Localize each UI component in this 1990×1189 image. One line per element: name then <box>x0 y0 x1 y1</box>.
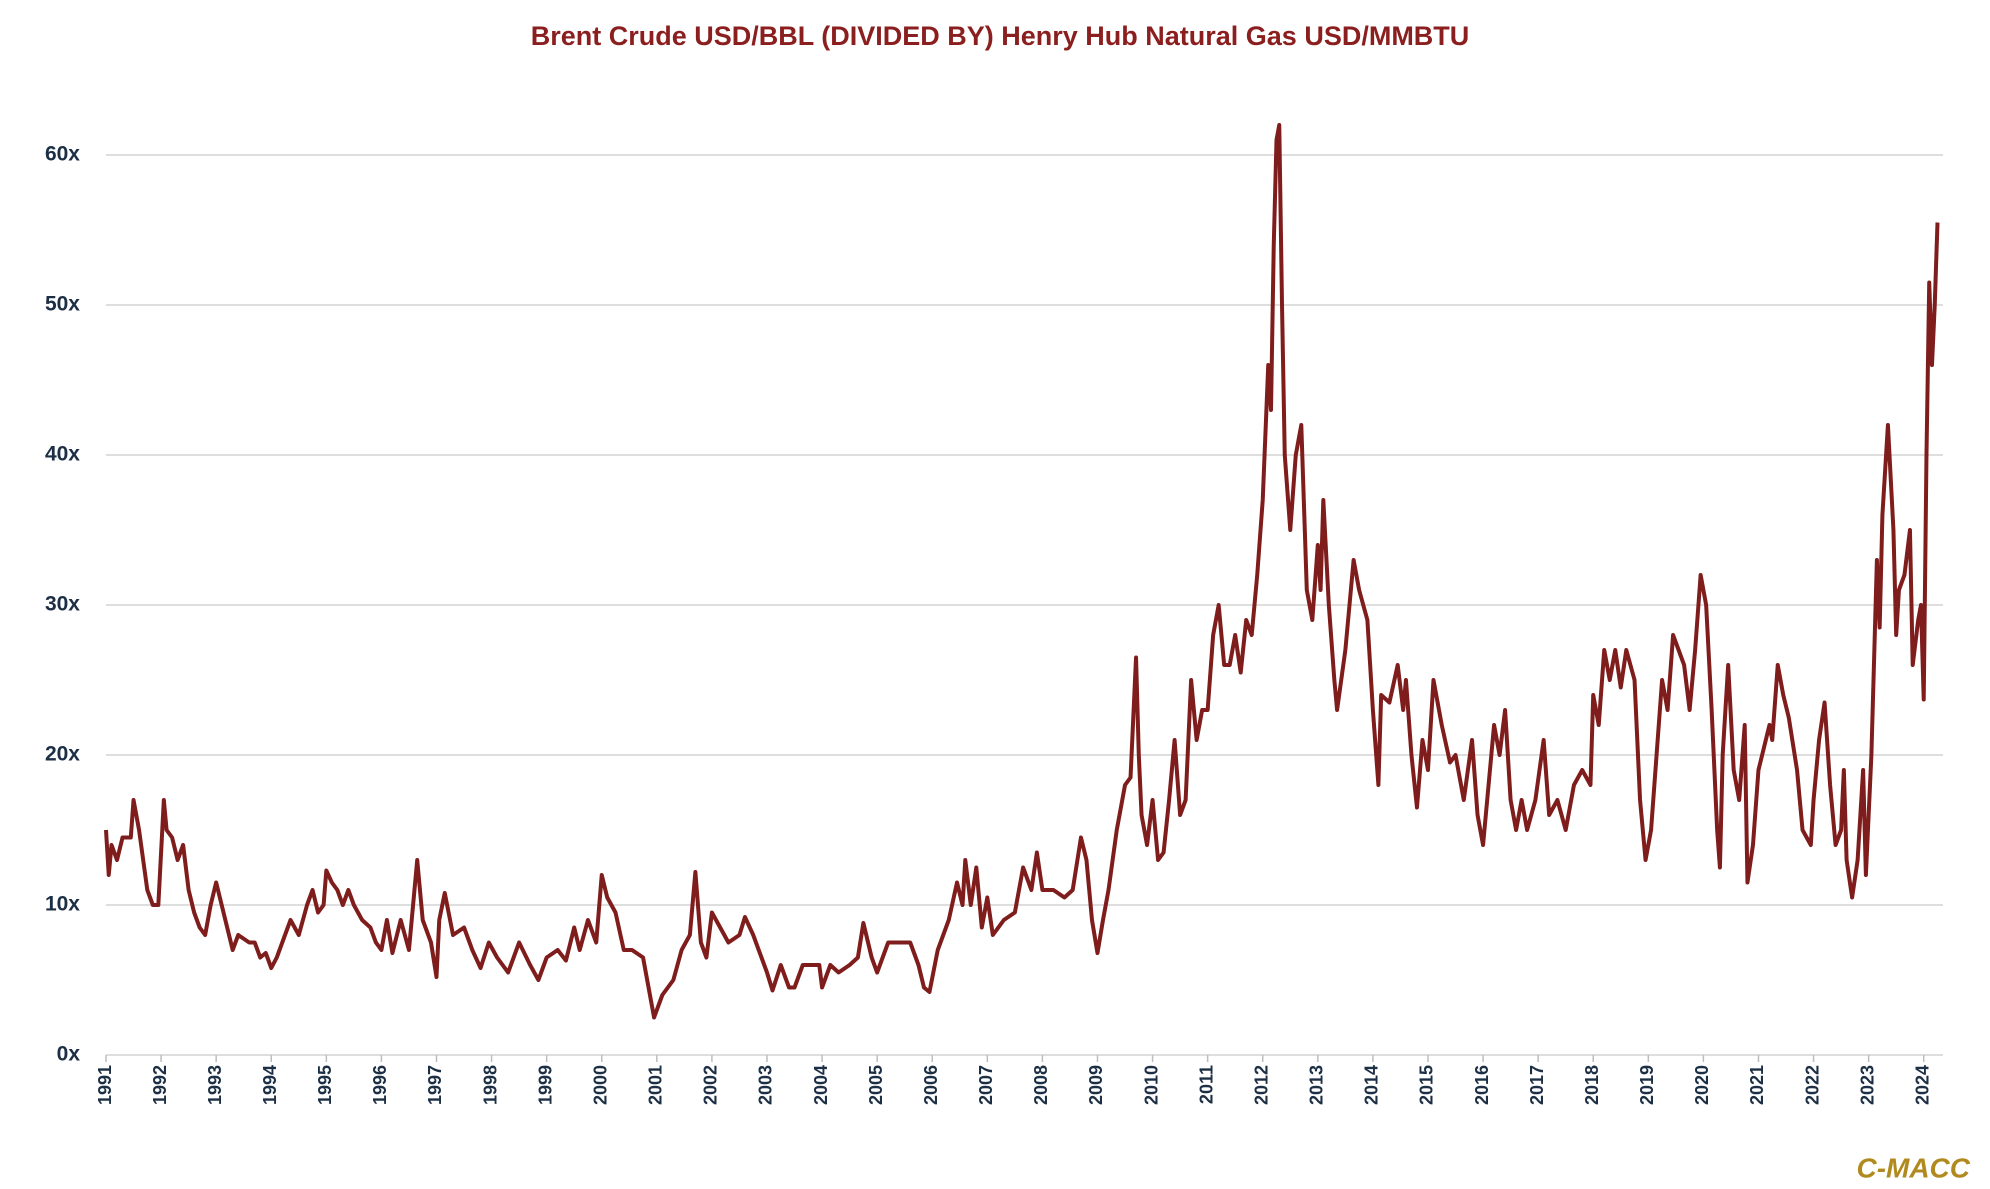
source-label: C-MACC <box>1856 1152 1970 1183</box>
x-tick-label: 2002 <box>701 1065 721 1105</box>
x-tick-label: 2023 <box>1857 1065 1877 1105</box>
x-tick-label: 1991 <box>95 1065 115 1105</box>
x-tick-label: 2012 <box>1251 1065 1271 1105</box>
x-tick-label: 1997 <box>425 1065 445 1105</box>
x-tick-label: 2018 <box>1582 1065 1602 1105</box>
y-tick-label: 20x <box>45 743 80 766</box>
x-tick-label: 1994 <box>260 1065 280 1105</box>
x-tick-label: 1992 <box>150 1065 170 1105</box>
x-tick-label: 2011 <box>1196 1065 1216 1104</box>
x-tick-label: 2021 <box>1747 1065 1767 1105</box>
x-tick-label: 2001 <box>646 1065 666 1105</box>
y-tick-label: 60x <box>45 143 80 166</box>
y-tick-label: 0x <box>57 1043 81 1066</box>
x-tick-label: 1999 <box>535 1065 555 1105</box>
x-tick-label: 2003 <box>756 1065 776 1105</box>
x-tick-label: 2019 <box>1637 1065 1657 1105</box>
y-tick-label: 10x <box>45 893 80 916</box>
x-tick-label: 2009 <box>1086 1065 1106 1105</box>
data-line <box>104 123 1940 1020</box>
x-tick-label: 2004 <box>811 1065 831 1105</box>
x-tick-label: 1998 <box>480 1065 500 1105</box>
x-tick-label: 2024 <box>1912 1065 1932 1105</box>
x-tick-label: 2008 <box>1031 1065 1051 1105</box>
x-tick-label: 2014 <box>1362 1065 1382 1105</box>
x-tick-label: 2015 <box>1417 1065 1437 1105</box>
x-tick-label: 2013 <box>1307 1065 1327 1105</box>
x-tick-label: 2000 <box>590 1065 610 1105</box>
x-tick-label: 2017 <box>1527 1065 1547 1105</box>
y-tick-label: 50x <box>45 293 80 316</box>
x-tick-label: 1995 <box>315 1065 335 1105</box>
x-tick-label: 2005 <box>866 1065 886 1105</box>
x-tick-label: 2007 <box>976 1065 996 1105</box>
x-tick-label: 2010 <box>1141 1065 1161 1105</box>
x-tick-label: 2022 <box>1802 1065 1822 1105</box>
y-tick-label: 30x <box>45 593 80 616</box>
x-tick-label: 2006 <box>921 1065 941 1105</box>
x-tick-label: 1993 <box>205 1065 225 1105</box>
y-tick-label: 40x <box>45 443 80 466</box>
x-tick-label: 2016 <box>1472 1065 1492 1105</box>
x-tick-label: 2020 <box>1692 1065 1712 1105</box>
x-tick-label: 1996 <box>370 1065 390 1105</box>
chart-title: Brent Crude USD/BBL (DIVIDED BY) Henry H… <box>531 21 1470 51</box>
